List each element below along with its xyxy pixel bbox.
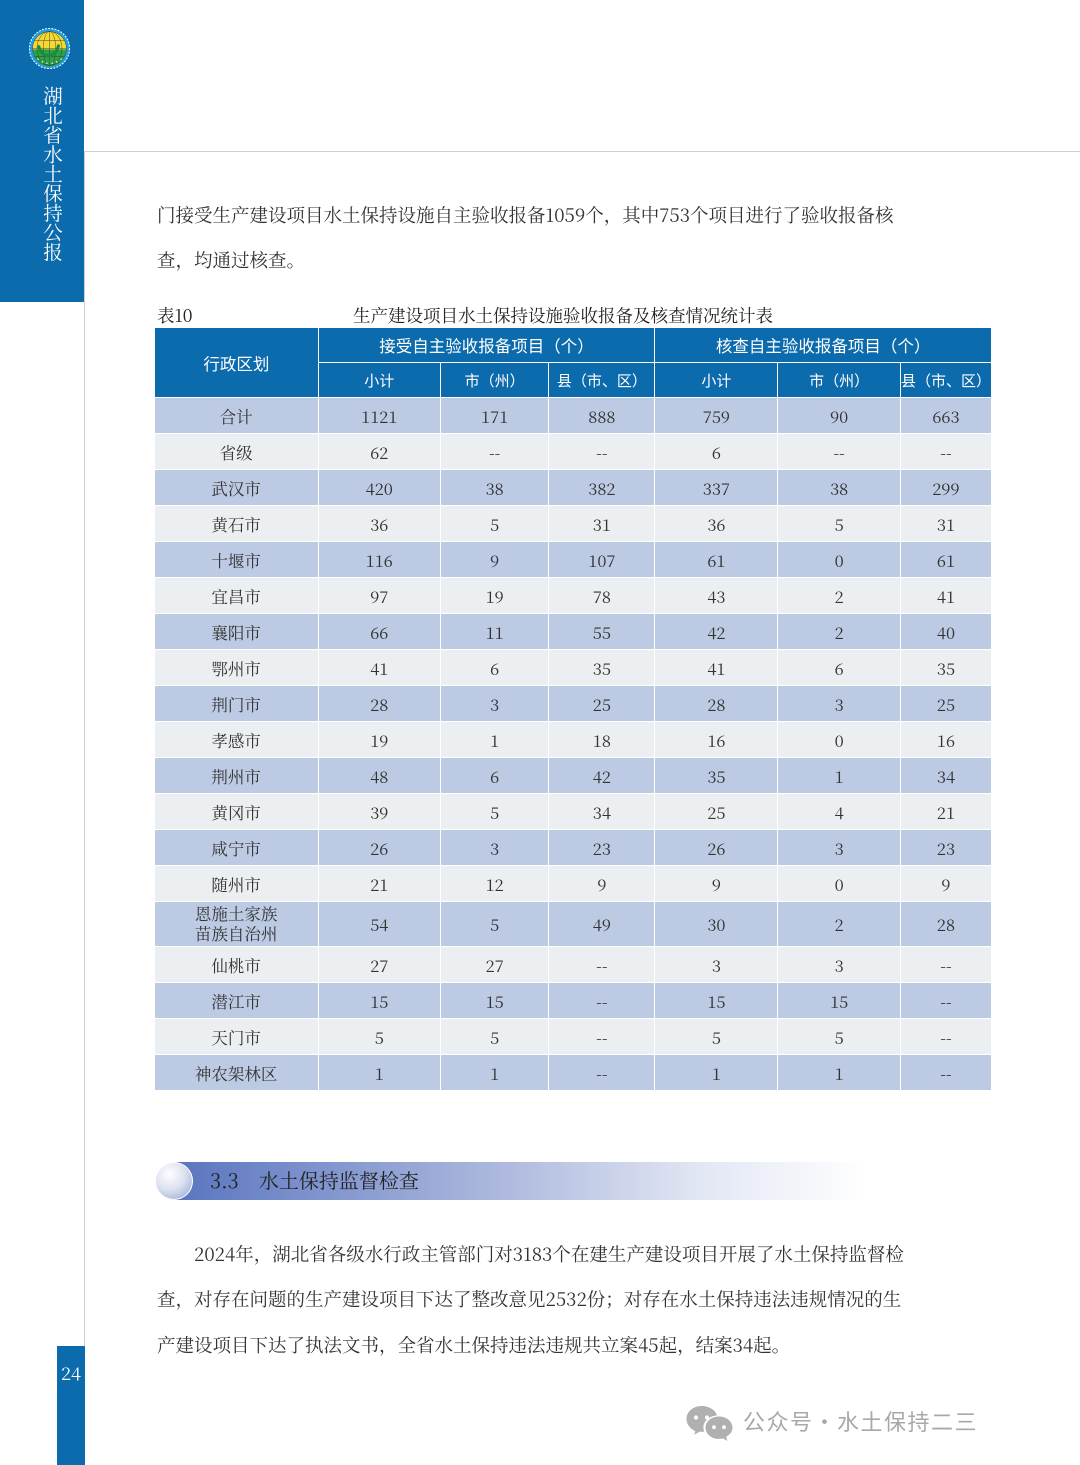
svg-text:公众号・水土保持二三: 公众号・水土保持二三: [743, 1405, 978, 1437]
